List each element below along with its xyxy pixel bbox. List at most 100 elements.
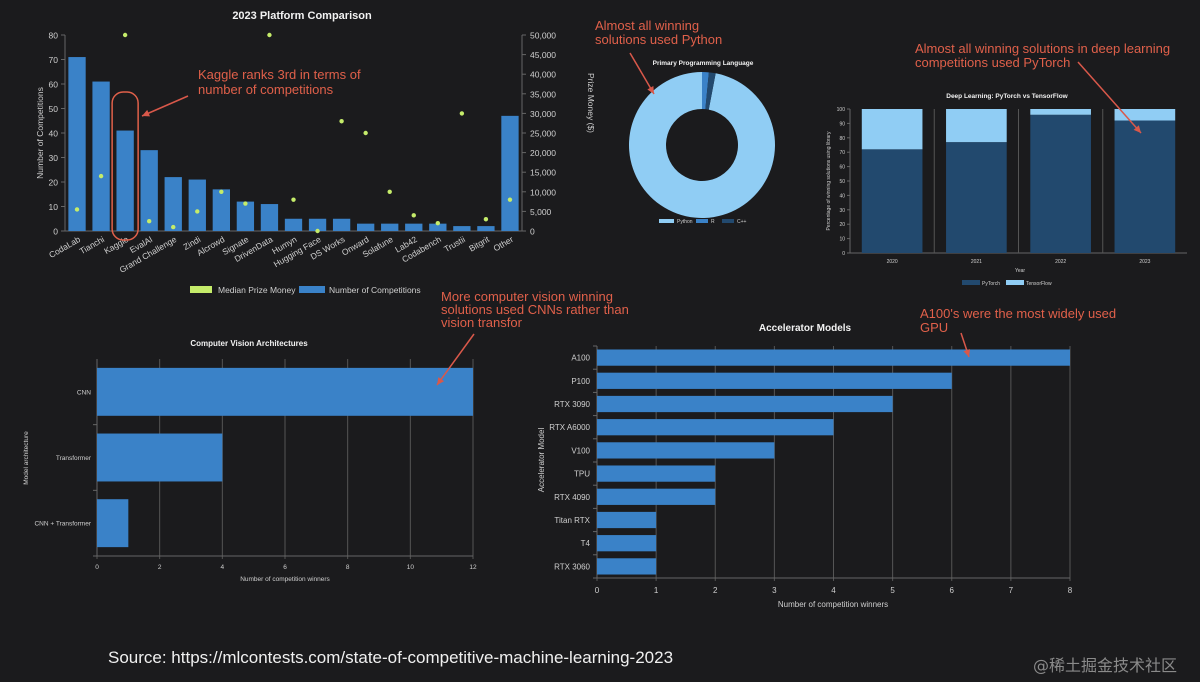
bar-onward [356, 223, 375, 231]
annotation-a100: A100's were the most widely used GPU [920, 306, 1116, 335]
y-axis-title: Model architecture [23, 431, 30, 485]
slice-r [702, 72, 709, 110]
bar-a100 [597, 349, 1070, 366]
bar-t4 [597, 535, 657, 552]
bar-rtx-3060 [597, 558, 657, 575]
legend-swatch-prize [190, 286, 212, 293]
y-tick-label: 80 [49, 31, 59, 41]
chart-title: Primary Programming Language [653, 60, 754, 67]
bar-pytorch-2020 [861, 149, 923, 253]
prize-dot-zindi [195, 209, 200, 214]
bar-drivendata [260, 204, 279, 231]
y2-tick-label: 10,000 [530, 187, 556, 197]
y2-tick-label: 0 [530, 227, 535, 237]
chart-title: Deep Learning: PyTorch vs TensorFlow [946, 93, 1068, 100]
y-tick-label: T4 [581, 539, 591, 548]
y-tick-label: 70 [49, 55, 59, 65]
y-tick-label: TPU [574, 470, 590, 479]
watermark: @稀土掘金技术社区 [1033, 656, 1178, 675]
bar-rtx-3090 [597, 395, 893, 413]
y2-tick-label: 50,000 [530, 31, 556, 41]
bar-pytorch-2021 [946, 142, 1007, 253]
x-tick-label: 3 [772, 586, 777, 595]
y-tick-label: A100 [571, 354, 590, 363]
bar-signate [236, 201, 255, 231]
source-caption: Source: https://mlcontests.com/state-of-… [108, 648, 674, 667]
legend-swatch-pytorch [962, 280, 980, 285]
y-tick-label: 70 [839, 150, 845, 156]
y-tick-label: 0 [53, 227, 58, 237]
annotation-kaggle: Kaggle ranks 3rd in terms of number of co… [198, 67, 361, 97]
bar-solafune [381, 223, 399, 231]
annotation-arrow-python [629, 52, 655, 95]
x-tick-label: 2 [713, 586, 718, 595]
bar-titan-rtx [597, 511, 657, 529]
bar-codabench [429, 223, 447, 231]
y-axis-title: Percentage of winning solutions using li… [826, 131, 832, 230]
prize-dot-codabench [435, 220, 441, 226]
annotation-pytorch: Almost all winning solutions in deep lea… [915, 41, 1170, 70]
y-tick-label: 80 [839, 136, 845, 142]
y-tick-label: Transformer [56, 455, 92, 462]
prize-dot-tianchi [98, 173, 104, 179]
annotation-arrow-cnn [436, 333, 475, 386]
bar-zindi [188, 179, 206, 231]
y2-tick-label: 5,000 [530, 207, 552, 217]
y-tick-label: CNN + Transformer [34, 521, 91, 528]
x-tick-label: 6 [950, 586, 955, 595]
x-tick-label: 2 [158, 564, 162, 571]
prize-dot-bitgrit [483, 217, 489, 222]
bar-alcrowd [212, 189, 231, 231]
bar-grand-challenge [164, 177, 182, 231]
y-tick-label: 90 [839, 121, 845, 127]
y-tick-label: RTX 4090 [554, 493, 590, 502]
chart-title: Accelerator Models [759, 323, 852, 334]
annotation-arrow-pytorch-head [1133, 125, 1141, 133]
y-tick-label: 30 [49, 153, 59, 163]
x-tick-label: 5 [890, 586, 895, 595]
y-tick-label: 10 [839, 237, 845, 243]
bar-tensorflow-2023 [1114, 109, 1176, 121]
bar-transformer [97, 433, 223, 482]
x-tick-label: 4 [831, 586, 836, 595]
legend-swatch-competitions [299, 286, 325, 293]
y-tick-label: 100 [837, 107, 846, 113]
annotation-arrow-pytorch [1077, 61, 1142, 134]
bar-p100 [597, 372, 952, 389]
prize-dot-humyn [291, 197, 296, 202]
legend-label-0: Python [677, 219, 693, 225]
legend-swatch-tensorflow [1006, 280, 1024, 285]
y-tick-label: 50 [839, 179, 845, 185]
bar-cnn-transformer [97, 499, 129, 548]
slice-cpp [705, 72, 716, 110]
x-tick-label: 2022 [1055, 259, 1066, 265]
y2-tick-label: 40,000 [530, 70, 556, 80]
prize-dot-onward [363, 130, 368, 136]
bar-evalai [140, 150, 158, 231]
annotation-arrow-a100-head [963, 349, 971, 357]
chart-title: 2023 Platform Comparison [232, 10, 372, 22]
y-tick-label: 50 [49, 104, 59, 114]
x-tick-label: 8 [346, 564, 350, 571]
x-tick-label: 7 [1009, 586, 1014, 595]
x-tick-label: 6 [283, 564, 287, 571]
annotation-python: Almost all winning solutions used Python [595, 18, 722, 47]
x-tick-label: Other [492, 234, 516, 253]
x-axis-title: Year [1015, 268, 1025, 274]
x-tick-label: 2023 [1139, 259, 1150, 265]
annotation-arrow-cnn-head [437, 377, 445, 385]
annotation-cnn: More computer vision winning solutions us… [441, 289, 629, 330]
legend-label-tensorflow: TensorFlow [1026, 281, 1052, 287]
y-tick-label: 10 [49, 202, 59, 212]
legend-label-1: R [711, 219, 715, 225]
bar-rtx-4090 [597, 488, 716, 505]
legend-swatch-0 [659, 219, 674, 223]
y-tick-label: 40 [49, 129, 59, 139]
x-axis-title: Number of competition winners [778, 600, 888, 609]
y2-tick-label: 20,000 [530, 148, 556, 158]
prize-dot-solafune [387, 189, 392, 194]
prize-dot-evalai [146, 219, 152, 224]
y2-tick-label: 25,000 [530, 129, 556, 139]
legend-label-competitions: Number of Competitions [329, 285, 421, 295]
